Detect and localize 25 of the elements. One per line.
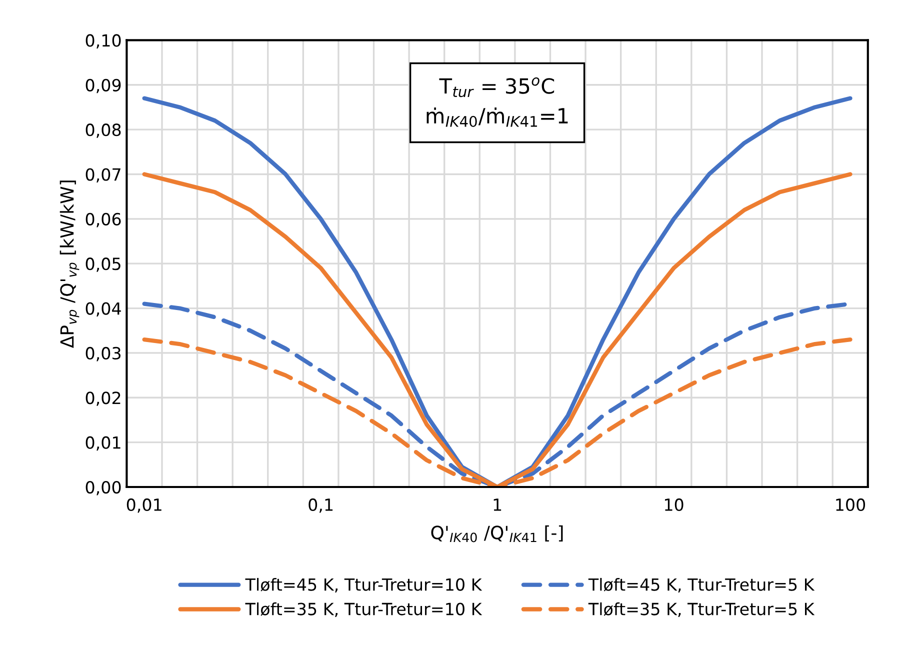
y-tick-label: 0,00 xyxy=(86,480,121,496)
x-tick-label: 100 xyxy=(836,498,866,512)
y-tick-label: 0,04 xyxy=(86,302,121,317)
y-tick-label: 0,05 xyxy=(86,258,120,272)
x-tick-label: 1 xyxy=(494,498,502,511)
x-tick-label: 0,1 xyxy=(308,498,333,513)
x-tick-label: 10 xyxy=(665,498,684,512)
line-series xyxy=(142,96,852,487)
y-tick-label: 0,03 xyxy=(86,346,121,362)
x-tick-label: 0,01 xyxy=(126,498,162,513)
y-tick-label: 0,08 xyxy=(86,124,121,138)
x-axis-title: Q'$_{IK40}$ /Q'$_{IK41}$ [-] xyxy=(431,525,563,542)
legend-label: Tløft=35 K, Ttur-Tretur=10 K xyxy=(245,602,482,618)
y-tick-label: 0,02 xyxy=(86,392,120,406)
y-tick-label: 0,10 xyxy=(86,34,121,48)
y-tick-label: 0,09 xyxy=(86,78,121,94)
y-tick-label: 0,06 xyxy=(86,212,121,228)
legend-label: Tløft=35 K, Ttur-Tretur=5 K xyxy=(588,602,815,618)
y-tick-label: 0,07 xyxy=(86,168,120,183)
y-axis-title: ΔP$_{vp}$ /Q'$_{vp}$ [kW/kW] xyxy=(60,180,80,348)
legend-label: Tløft=45 K, Ttur-Tretur=10 K xyxy=(245,578,482,593)
text: T$_{tur}$ = 35$^{o}$C ṁ$_{IK40}$/ṁ$_{IK41}$=1 xyxy=(426,77,568,127)
y-tick-label: 0,01 xyxy=(86,436,120,451)
legend-label: Tløft=45 K, Ttur-Tretur=5 K xyxy=(588,578,815,593)
line-series xyxy=(142,172,852,487)
